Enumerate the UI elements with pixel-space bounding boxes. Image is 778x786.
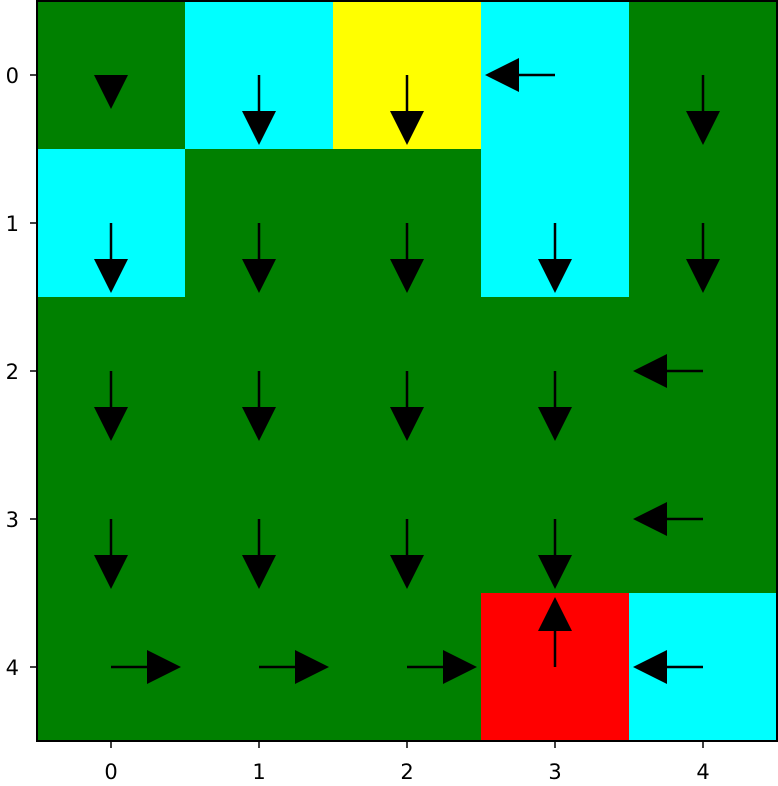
y-tick-label: 0 xyxy=(6,64,19,88)
arrow-left-0-3 xyxy=(485,58,555,92)
arrow-down-2-1 xyxy=(242,371,276,441)
y-tick-label: 1 xyxy=(6,212,19,236)
x-tick-label: 2 xyxy=(400,760,413,784)
x-tick-label: 3 xyxy=(548,760,561,784)
arrow-down-3-1 xyxy=(242,519,276,589)
arrow-down-1-3 xyxy=(538,223,572,293)
x-tick-label: 1 xyxy=(252,760,265,784)
arrow-right-4-2 xyxy=(407,650,477,684)
arrow-down-0-1 xyxy=(242,75,276,145)
policy-arrows xyxy=(94,58,720,684)
arrow-down-0-0 xyxy=(94,75,128,109)
arrow-down-0-2 xyxy=(390,75,424,145)
arrow-down-1-2 xyxy=(390,223,424,293)
arrow-left-3-4 xyxy=(633,502,703,536)
x-tick-label: 4 xyxy=(696,760,709,784)
arrow-right-4-0 xyxy=(111,650,181,684)
arrow-down-1-1 xyxy=(242,223,276,293)
arrow-right-4-1 xyxy=(259,650,329,684)
y-tick-label: 2 xyxy=(6,360,19,384)
axis-ticks: 0 1 2 3 4 0 1 2 3 4 xyxy=(6,64,710,784)
arrow-left-4-4 xyxy=(633,650,703,684)
y-tick-label: 4 xyxy=(6,656,19,680)
arrow-down-1-4 xyxy=(686,223,720,293)
arrow-down-1-0 xyxy=(94,223,128,293)
arrow-down-2-2 xyxy=(390,371,424,441)
y-tick-label: 3 xyxy=(6,508,19,532)
arrow-down-2-3 xyxy=(538,371,572,441)
arrow-left-2-4 xyxy=(633,354,703,388)
arrow-down-3-3 xyxy=(538,519,572,589)
arrow-down-0-4 xyxy=(686,75,720,145)
arrow-down-3-2 xyxy=(390,519,424,589)
x-tick-label: 0 xyxy=(104,760,117,784)
arrow-down-3-0 xyxy=(94,519,128,589)
arrow-down-2-0 xyxy=(94,371,128,441)
arrow-up-4-3 xyxy=(538,597,572,667)
